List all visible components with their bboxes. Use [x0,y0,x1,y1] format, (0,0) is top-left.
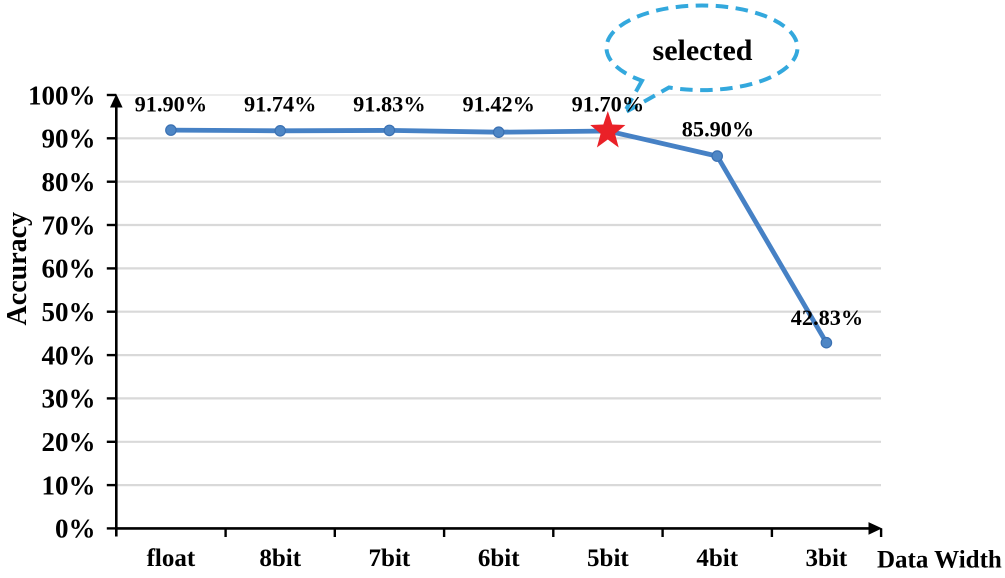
svg-text:8bit: 8bit [259,545,301,572]
svg-text:7bit: 7bit [369,545,411,572]
svg-text:5bit: 5bit [587,545,629,572]
svg-text:selected: selected [653,34,753,67]
svg-text:4bit: 4bit [696,545,738,572]
svg-text:91.74%: 91.74% [244,91,316,116]
svg-text:91.42%: 91.42% [462,91,534,116]
svg-text:Data Width: Data Width [877,547,1002,574]
svg-text:42.83%: 42.83% [791,305,863,330]
svg-text:85.90%: 85.90% [682,117,754,142]
svg-text:91.70%: 91.70% [572,91,644,116]
svg-text:100%: 100% [28,80,96,110]
svg-text:70%: 70% [42,210,96,240]
svg-text:50%: 50% [42,297,96,327]
svg-text:60%: 60% [42,254,96,284]
svg-text:6bit: 6bit [478,545,520,572]
svg-text:20%: 20% [42,427,96,457]
svg-text:40%: 40% [42,340,96,370]
svg-text:91.83%: 91.83% [353,91,425,116]
svg-text:91.90%: 91.90% [135,91,207,116]
svg-text:10%: 10% [42,470,96,500]
svg-text:90%: 90% [42,124,96,154]
svg-text:30%: 30% [42,384,96,414]
svg-text:float: float [147,545,196,572]
svg-text:0%: 0% [55,514,96,544]
svg-text:3bit: 3bit [806,545,848,572]
svg-text:Accuracy: Accuracy [2,212,33,326]
svg-text:80%: 80% [42,167,96,197]
